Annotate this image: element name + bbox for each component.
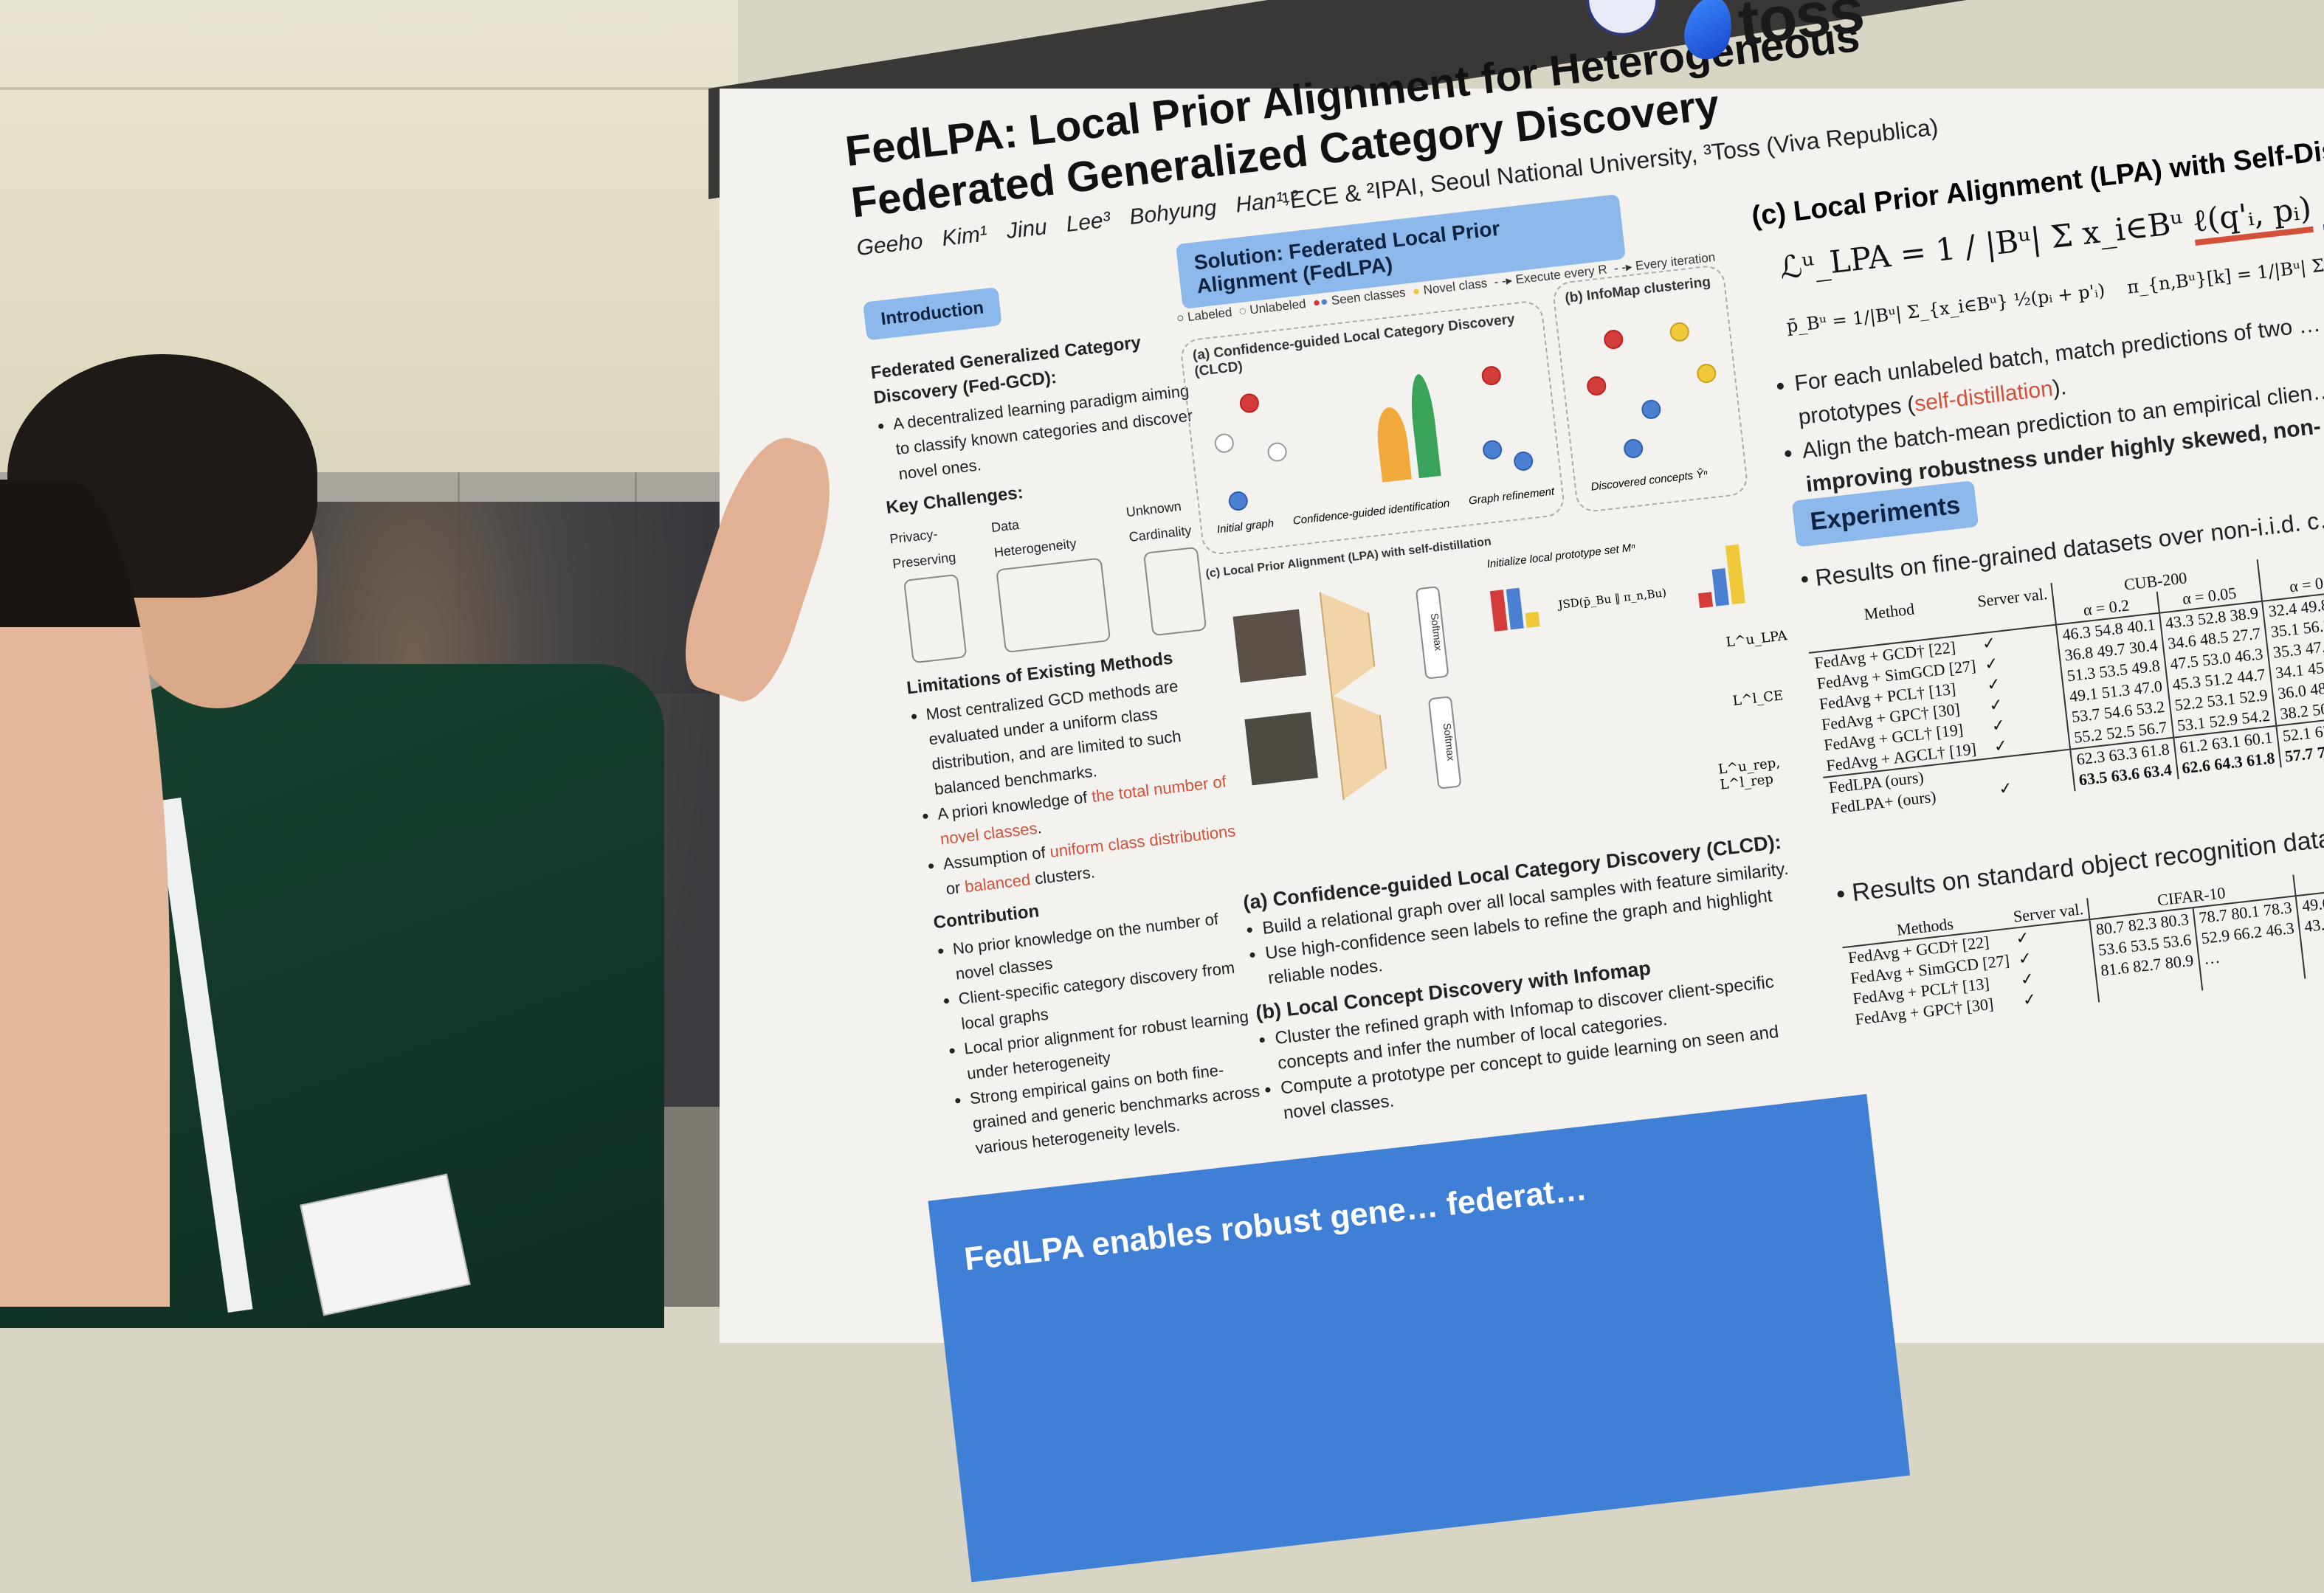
- jsd-label: JSD(p̄_Bu ‖ π_n,Bu): [1557, 586, 1667, 612]
- cluster-node: [1585, 375, 1607, 397]
- graph-node: [1266, 441, 1289, 463]
- infomap-caption: Discovered concepts Ŷⁿ: [1590, 467, 1708, 494]
- clcd-step-labels: Initial graph Confidence-guided identific…: [1216, 485, 1556, 536]
- init-prototype-label: Initialize local prototype set Mⁿ: [1486, 541, 1636, 571]
- image-thumbnail: [1244, 711, 1318, 786]
- cluster-node: [1622, 438, 1644, 460]
- challenge-heterogeneity: Data Heterogeneity: [990, 503, 1111, 657]
- challenge-icons: Privacy-Preserving Data Heterogeneity Un…: [889, 491, 1220, 668]
- graph-node: [1213, 432, 1235, 455]
- phone-shield-icon: [903, 573, 968, 664]
- graph-node: [1227, 490, 1249, 512]
- softmax-block: Softmax: [1415, 586, 1449, 680]
- infomap-panel: (b) InfoMap clustering Discovered concep…: [1551, 263, 1750, 514]
- batch-mean-bars: [1489, 581, 1553, 632]
- graph-node: [1238, 393, 1261, 414]
- loss-lpa: L^u_LPA: [1725, 628, 1788, 651]
- novel-histogram: [1373, 405, 1412, 483]
- limitations-list: Most centralized GCD methods are evaluat…: [908, 668, 1247, 904]
- challenge-privacy: Privacy-Preserving: [889, 519, 977, 669]
- contribution-list: No prior knowledge on the number of nove…: [935, 903, 1276, 1164]
- image-thumbnail: [1232, 609, 1307, 683]
- encoder-block: [1331, 689, 1390, 800]
- method-diagram: ○ Labeled ◌ Unlabeled ●● Seen classes ● …: [1176, 248, 1796, 868]
- prior-bars: [1693, 543, 1759, 609]
- summary-banner: FedLPA enables robust gene… federat…: [928, 1093, 1911, 1583]
- cluster-node: [1669, 321, 1691, 343]
- clcd-panel: (a) Confidence-guided Local Category Dis…: [1179, 299, 1566, 556]
- graph-node: [1512, 450, 1534, 472]
- loss-rep: L^u_rep, L^l_rep: [1717, 755, 1782, 793]
- client-bars-icon: [996, 557, 1111, 654]
- solution-descriptions: (a) Confidence-guided Local Category Dis…: [1241, 820, 1826, 1128]
- cluster-node: [1695, 362, 1717, 384]
- poster: FedLPA: Local Prior Alignment for Hetero…: [720, 0, 2324, 1583]
- cluster-node: [1640, 398, 1662, 421]
- question-mark-icon: [1143, 546, 1207, 637]
- graph-node: [1480, 364, 1503, 387]
- graph-node: [1481, 439, 1503, 460]
- softmax-block: Softmax: [1427, 696, 1462, 789]
- author: Geeho Kim¹: [855, 221, 989, 261]
- author: Jinu Lee³: [1004, 207, 1112, 244]
- wall-molding: [0, 87, 738, 90]
- seen-histogram: [1407, 373, 1441, 479]
- encoder-block: [1319, 587, 1378, 697]
- loss-ce: L^l_CE: [1731, 688, 1785, 709]
- cluster-node: [1602, 328, 1624, 350]
- introduction-pill: Introduction: [863, 287, 1002, 341]
